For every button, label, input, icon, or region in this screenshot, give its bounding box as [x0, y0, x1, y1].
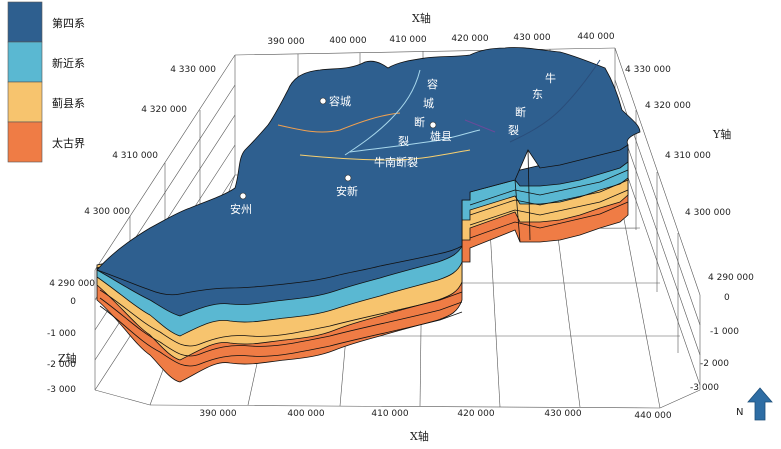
y-tick-label: 4 310 000: [112, 151, 158, 161]
north-label: N: [736, 407, 743, 418]
fault-label-char: 裂: [508, 124, 519, 137]
z-tick-label: 0: [70, 297, 76, 307]
city-label: 容城: [329, 94, 351, 108]
y-tick-label: 4 290 000: [708, 273, 754, 283]
fault-label-char: 容: [427, 77, 438, 91]
fault-label-char: 断: [414, 115, 425, 129]
x-tick-label: 440 000: [634, 411, 671, 421]
y-tick-label: 4 290 000: [49, 279, 95, 289]
city-dot: [344, 174, 352, 182]
legend-label: 蓟县系: [52, 97, 85, 110]
x-tick-label: 400 000: [329, 36, 366, 46]
city-rongcheng: 容城: [319, 94, 351, 108]
x-tick-label: 420 000: [451, 34, 488, 44]
z-tick-label: -2 000: [47, 360, 76, 370]
z-tick-label: -1 000: [710, 327, 739, 337]
z-tick-label: -3 000: [47, 385, 76, 395]
city-xiongxian: 雄县: [429, 121, 452, 143]
x-tick-label: 390 000: [267, 37, 304, 47]
city-dot: [239, 192, 247, 200]
fault-label-niunan: 牛南断裂: [374, 155, 418, 169]
x-tick-label: 410 000: [389, 35, 426, 45]
y-tick-label: 4 310 000: [665, 151, 711, 161]
x-tick-label: 430 000: [544, 409, 581, 419]
x-tick-label: 400 000: [287, 409, 324, 419]
legend-label: 新近系: [52, 56, 85, 70]
x-axis-title-bottom: X轴: [410, 429, 429, 443]
legend-swatch: [7, 1, 43, 43]
legend-swatch: [7, 41, 43, 83]
fault-label-char: 城: [423, 97, 434, 110]
city-label: 雄县: [430, 129, 452, 143]
contact-line-yellow: [299, 149, 471, 161]
y-axis-title: Y轴: [712, 127, 731, 141]
legend-label: 第四系: [52, 16, 85, 30]
contact-line-orange: [277, 112, 401, 133]
z-tick-label: -3 000: [690, 383, 719, 393]
y-tick-label: 4 330 000: [170, 65, 216, 75]
x-ticks-bottom: 390 000 400 000 410 000 420 000 430 000 440 0…: [199, 409, 671, 421]
fault-line-purple: [464, 119, 496, 133]
z-ticks: 0 0 -1 000 -1 000 -2 000 -2 000 -3 000 -3 000: [47, 293, 739, 395]
north-arrow-icon: [747, 387, 773, 421]
fault-label-char: 东: [532, 88, 543, 101]
x-tick-label: 410 000: [371, 409, 408, 419]
layer-quaternary-top: [96, 47, 641, 296]
fault-line-rongcheng: [344, 69, 421, 156]
fault-line-niunan: [349, 129, 481, 153]
y-tick-label: 4 300 000: [685, 208, 731, 218]
fault-label-char: 裂: [398, 135, 409, 148]
x-tick-label: 390 000: [199, 409, 236, 419]
city-dot: [429, 121, 437, 129]
y-tick-label: 4 320 000: [645, 101, 691, 111]
z-tick-label: 0: [724, 293, 730, 303]
x-tick-label: 420 000: [457, 409, 494, 419]
legend-swatch: [7, 121, 43, 163]
city-markers: 容城 雄县 安新 安州: [230, 94, 452, 216]
x-axis-title-top: X轴: [412, 11, 431, 25]
north-arrow: N: [736, 387, 773, 421]
x-ticks-top: 390 000 400 000 410 000 420 000 430 000 440 0…: [267, 32, 614, 47]
fault-line-niudong: [509, 59, 601, 143]
legend-swatch: [7, 81, 43, 123]
city-anxin: 安新: [336, 174, 358, 198]
city-anzhou: 安州: [230, 192, 252, 216]
city-label: 安州: [230, 202, 252, 216]
z-axis-title: Z轴: [58, 351, 77, 365]
z-tick-label: -1 000: [47, 329, 76, 339]
surface-lines: [277, 59, 601, 161]
y-tick-label: 4 320 000: [141, 105, 187, 115]
y-ticks-right: 4 330 000 4 320 000 4 310 000 4 300 000 4 29…: [625, 65, 754, 283]
y-ticks-left: 4 330 000 4 320 000 4 310 000 4 300 000 4 29…: [49, 65, 216, 289]
city-dot: [319, 97, 327, 105]
x-tick-label: 430 000: [513, 33, 550, 43]
fault-label-char: 断: [515, 105, 526, 119]
y-tick-label: 4 330 000: [625, 65, 671, 75]
y-tick-label: 4 300 000: [84, 207, 130, 217]
z-tick-label: -2 000: [700, 359, 729, 369]
legend-label: 太古界: [52, 137, 85, 150]
fault-label-char: 牛: [545, 71, 556, 85]
x-tick-label: 440 000: [577, 32, 614, 42]
city-label: 安新: [336, 184, 358, 198]
